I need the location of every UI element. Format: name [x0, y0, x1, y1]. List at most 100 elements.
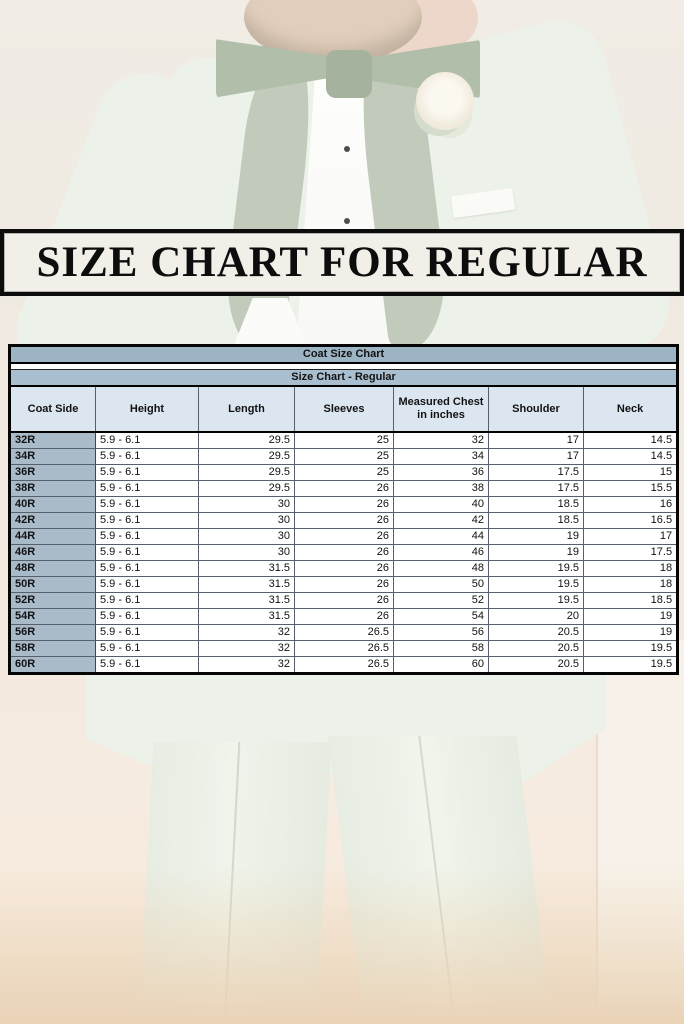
table-row: 48R 5.9 - 6.1 31.5 26 48 19.5 18: [9, 560, 679, 577]
measurement-cell: 31.5: [198, 560, 295, 577]
measurement-cell: 5.9 - 6.1: [95, 512, 199, 529]
measurement-cell: 26: [294, 544, 394, 561]
measurement-cell: 29.5: [198, 464, 295, 481]
measurement-cell: 5.9 - 6.1: [95, 592, 199, 609]
size-label-cell: 50R: [9, 576, 96, 593]
measurement-cell: 31.5: [198, 576, 295, 593]
measurement-cell: 19.5: [488, 592, 584, 609]
boutonniere-flower: [416, 72, 474, 130]
size-label-cell: 38R: [9, 480, 96, 497]
measurement-cell: 17: [582, 528, 679, 545]
measurement-cell: 30: [198, 512, 295, 529]
table-row: 44R 5.9 - 6.1 30 26 44 19 17: [9, 528, 679, 545]
table-row: 40R 5.9 - 6.1 30 26 40 18.5 16: [9, 496, 679, 513]
measurement-cell: 15.5: [582, 480, 679, 497]
measurement-cell: 17.5: [582, 544, 679, 561]
measurement-cell: 19: [488, 528, 584, 545]
banner-title: SIZE CHART FOR REGULAR: [36, 239, 648, 286]
measurement-cell: 50: [393, 576, 489, 593]
measurement-cell: 17: [488, 431, 584, 449]
table-body: 32R 5.9 - 6.1 29.5 25 32 17 14.5 34R 5.9 - 6.1 29…: [9, 431, 679, 674]
table-title-row: Coat Size Chart: [8, 345, 679, 364]
measurement-cell: 38: [393, 480, 489, 497]
measurement-cell: 54: [393, 608, 489, 625]
measurement-cell: 5.9 - 6.1: [95, 464, 199, 481]
measurement-cell: 19: [582, 624, 679, 641]
measurement-cell: 26: [294, 608, 394, 625]
measurement-cell: 26: [294, 480, 394, 497]
measurement-cell: 18.5: [488, 496, 584, 513]
measurement-cell: 26: [294, 528, 394, 545]
measurement-cell: 25: [294, 448, 394, 465]
measurement-cell: 56: [393, 624, 489, 641]
shirt-button: [344, 146, 350, 152]
table-row: 52R 5.9 - 6.1 31.5 26 52 19.5 18.5: [9, 592, 679, 609]
measurement-cell: 26: [294, 576, 394, 593]
measurement-cell: 17: [488, 448, 584, 465]
measurement-cell: 42: [393, 512, 489, 529]
measurement-cell: 14.5: [582, 431, 679, 449]
measurement-cell: 60: [393, 656, 489, 674]
measurement-cell: 5.9 - 6.1: [95, 624, 199, 641]
measurement-cell: 30: [198, 544, 295, 561]
measurement-cell: 5.9 - 6.1: [95, 608, 199, 625]
table-title: Coat Size Chart: [8, 345, 679, 364]
measurement-cell: 19.5: [582, 640, 679, 657]
table-row: 60R 5.9 - 6.1 32 26.5 60 20.5 19.5: [9, 656, 679, 674]
measurement-cell: 26.5: [294, 656, 394, 674]
measurement-cell: 20.5: [488, 656, 584, 674]
size-label-cell: 34R: [9, 448, 96, 465]
measurement-cell: 52: [393, 592, 489, 609]
measurement-cell: 19.5: [582, 656, 679, 674]
table-subtitle: Size Chart - Regular: [8, 368, 679, 387]
measurement-cell: 26: [294, 496, 394, 513]
table-subtitle-row: Size Chart - Regular: [8, 368, 679, 387]
measurement-cell: 16: [582, 496, 679, 513]
size-label-cell: 52R: [9, 592, 96, 609]
header-cell: Measured Chest in inches: [393, 385, 489, 433]
coat-size-table: Coat Size Chart Size Chart - Regular Coa…: [8, 344, 680, 675]
size-label-cell: 40R: [9, 496, 96, 513]
measurement-cell: 31.5: [198, 608, 295, 625]
measurement-cell: 58: [393, 640, 489, 657]
header-cell: Height: [95, 385, 199, 433]
measurement-cell: 32: [198, 656, 295, 674]
measurement-cell: 32: [198, 624, 295, 641]
header-cell: Sleeves: [294, 385, 394, 433]
header-cell: Neck: [582, 385, 679, 433]
table-row: 36R 5.9 - 6.1 29.5 25 36 17.5 15: [9, 464, 679, 481]
bow-tie-knot: [326, 50, 372, 98]
table-row: 34R 5.9 - 6.1 29.5 25 34 17 14.5: [9, 448, 679, 465]
measurement-cell: 5.9 - 6.1: [95, 544, 199, 561]
measurement-cell: 30: [198, 496, 295, 513]
measurement-cell: 48: [393, 560, 489, 577]
measurement-cell: 5.9 - 6.1: [95, 560, 199, 577]
measurement-cell: 5.9 - 6.1: [95, 496, 199, 513]
size-label-cell: 42R: [9, 512, 96, 529]
table-row: 32R 5.9 - 6.1 29.5 25 32 17 14.5: [9, 431, 679, 449]
measurement-cell: 19: [488, 544, 584, 561]
size-label-cell: 60R: [9, 656, 96, 674]
measurement-cell: 29.5: [198, 480, 295, 497]
header-cell: Coat Side: [9, 385, 96, 433]
measurement-cell: 46: [393, 544, 489, 561]
table-row: 42R 5.9 - 6.1 30 26 42 18.5 16.5: [9, 512, 679, 529]
size-label-cell: 46R: [9, 544, 96, 561]
measurement-cell: 18.5: [488, 512, 584, 529]
measurement-cell: 18: [582, 560, 679, 577]
table-row: 46R 5.9 - 6.1 30 26 46 19 17.5: [9, 544, 679, 561]
measurement-cell: 32: [393, 431, 489, 449]
measurement-cell: 5.9 - 6.1: [95, 528, 199, 545]
measurement-cell: 19.5: [488, 560, 584, 577]
shirt-button: [344, 218, 350, 224]
size-label-cell: 44R: [9, 528, 96, 545]
measurement-cell: 26: [294, 560, 394, 577]
measurement-cell: 5.9 - 6.1: [95, 640, 199, 657]
measurement-cell: 16.5: [582, 512, 679, 529]
measurement-cell: 26.5: [294, 640, 394, 657]
measurement-cell: 19.5: [488, 576, 584, 593]
size-label-cell: 32R: [9, 431, 96, 449]
table-row: 38R 5.9 - 6.1 29.5 26 38 17.5 15.5: [9, 480, 679, 497]
banner: SIZE CHART FOR REGULAR: [0, 229, 684, 296]
size-label-cell: 58R: [9, 640, 96, 657]
